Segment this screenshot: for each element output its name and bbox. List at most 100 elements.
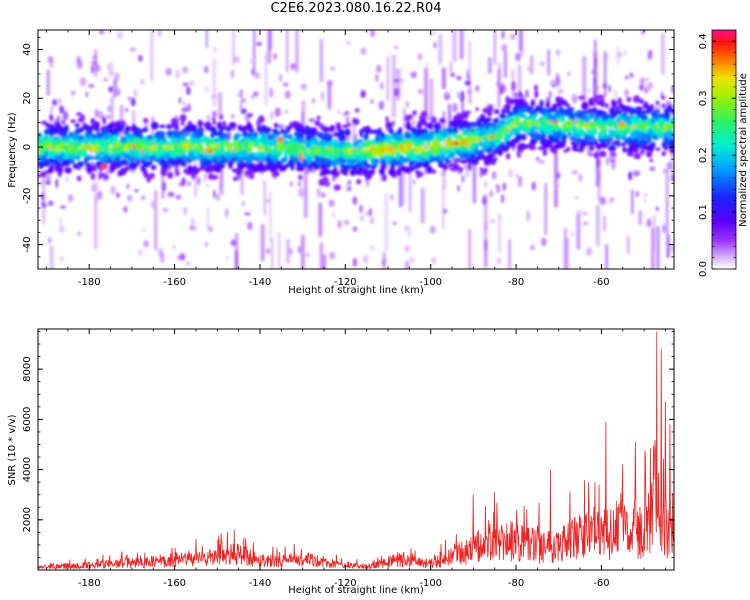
spectrogram-cell	[446, 154, 454, 159]
spectrogram-cell	[417, 53, 423, 61]
spectrogram-cell	[346, 122, 352, 127]
spectrogram-cell	[85, 91, 89, 98]
spectrogram-cell	[236, 92, 244, 98]
spectrogram-cell	[611, 111, 617, 119]
spectrogram-cell	[98, 139, 107, 148]
snr-x-axis-label: Height of straight line (km)	[288, 585, 424, 596]
spectrogram-cell	[520, 144, 524, 152]
spectrogram-cell	[445, 158, 450, 164]
spectrogram-cell	[117, 31, 124, 40]
spectrogram-cell	[249, 57, 253, 64]
spectrogram-cell	[547, 133, 552, 140]
spectrogram-cell	[626, 97, 632, 103]
spectrogram-cell	[90, 61, 98, 66]
spectrogram-cell	[570, 232, 575, 237]
spectrogram-streak	[268, 190, 273, 243]
spectrogram-cell	[112, 128, 118, 135]
y-tick-label: 6000	[22, 407, 33, 432]
spectrogram-cell	[195, 131, 202, 139]
spectrogram-cell	[345, 116, 350, 123]
spectrogram-cell	[142, 127, 149, 133]
spectrogram-cell	[506, 152, 511, 160]
spectrogram-cell	[216, 122, 222, 130]
spectrogram-cell	[352, 117, 358, 125]
spectrogram-cell	[98, 172, 102, 180]
spectrogram-cell	[273, 136, 278, 144]
x-tick-label: -160	[163, 277, 186, 288]
spectrogram-cell	[48, 127, 54, 136]
spectrogram-cell	[272, 128, 279, 134]
spectrogram-cell	[212, 121, 217, 125]
spectrogram-cell	[52, 158, 57, 164]
spectrogram-cell	[525, 89, 529, 99]
spectrogram-cell	[537, 159, 545, 164]
spectrogram-cell	[256, 125, 262, 133]
spectrogram-cell	[328, 199, 335, 207]
spectrogram-cell	[94, 127, 100, 132]
spectrogram-cell	[357, 144, 363, 150]
spectrogram-streak	[554, 152, 558, 208]
spectrogram-cell	[143, 240, 149, 248]
spectrogram-cell	[514, 116, 521, 124]
spectrogram-cell	[250, 135, 256, 141]
spectrogram-streak	[94, 194, 98, 250]
spectrogram-cell	[497, 148, 503, 156]
spectrogram-cell	[125, 107, 129, 113]
spectrogram-cell	[87, 137, 95, 142]
spectrogram-cell	[336, 124, 341, 132]
spectrogram-cell	[599, 150, 607, 158]
spectrogram-streak	[441, 67, 447, 90]
spectrogram-cell	[167, 191, 175, 198]
spectrogram-cell	[462, 164, 468, 169]
spectrogram-cell	[151, 121, 159, 130]
spectrogram-streak	[429, 78, 434, 138]
snr-series	[38, 331, 674, 570]
y-tick-label: 4000	[22, 457, 33, 482]
spectrogram-cell	[251, 68, 254, 76]
spectrogram-cell	[237, 174, 240, 179]
spectrogram-cell	[232, 168, 237, 173]
spectrogram-cell	[67, 194, 74, 203]
spectrogram-cell	[54, 161, 61, 168]
spectrogram-cell	[120, 152, 124, 160]
spectrogram-cell	[631, 137, 639, 143]
spectrogram-cell	[270, 150, 276, 156]
spectrogram-cell	[395, 150, 401, 159]
spectrogram-cell	[277, 151, 282, 158]
spectrogram-cell	[290, 163, 295, 171]
spectrogram-cell	[197, 167, 206, 171]
spectrogram-cell	[599, 196, 607, 205]
spectrogram-cell	[64, 167, 72, 174]
spectrogram-streak	[602, 215, 606, 232]
spectrogram-cell	[109, 168, 114, 174]
spectrogram-streak	[661, 33, 665, 75]
spectrogram-cell	[240, 97, 246, 104]
spectrogram-cell	[337, 110, 341, 115]
spectrogram-streak	[234, 232, 239, 269]
spectrogram-cell	[174, 160, 182, 166]
spectrogram-cell	[387, 160, 392, 165]
spectrogram-cell	[347, 179, 351, 186]
spectrogram-cell	[392, 221, 397, 226]
spectrogram-cell	[489, 144, 493, 153]
spectrogram-cell	[115, 120, 121, 128]
spectrogram-cell	[477, 136, 483, 140]
snr-line	[38, 331, 674, 570]
spectrogram-cell	[234, 146, 238, 153]
spectrogram-cell	[553, 182, 560, 190]
spectrogram-cell	[242, 132, 249, 137]
spectrogram-cell	[369, 129, 376, 135]
spectrogram-cell	[133, 141, 138, 147]
spectrogram-cell	[296, 165, 301, 172]
spectrogram-cell	[212, 110, 217, 118]
spectrogram-cell	[669, 244, 674, 254]
spectrogram-cell	[463, 151, 468, 159]
spectrogram-cell	[411, 147, 416, 152]
spectrogram-cell	[433, 41, 437, 49]
spectrogram-cell	[161, 130, 166, 139]
spectrogram-cell	[578, 95, 586, 100]
spectrogram-cell	[581, 101, 589, 110]
spectrogram-cell	[311, 98, 316, 104]
spectrogram-cell	[362, 254, 369, 264]
